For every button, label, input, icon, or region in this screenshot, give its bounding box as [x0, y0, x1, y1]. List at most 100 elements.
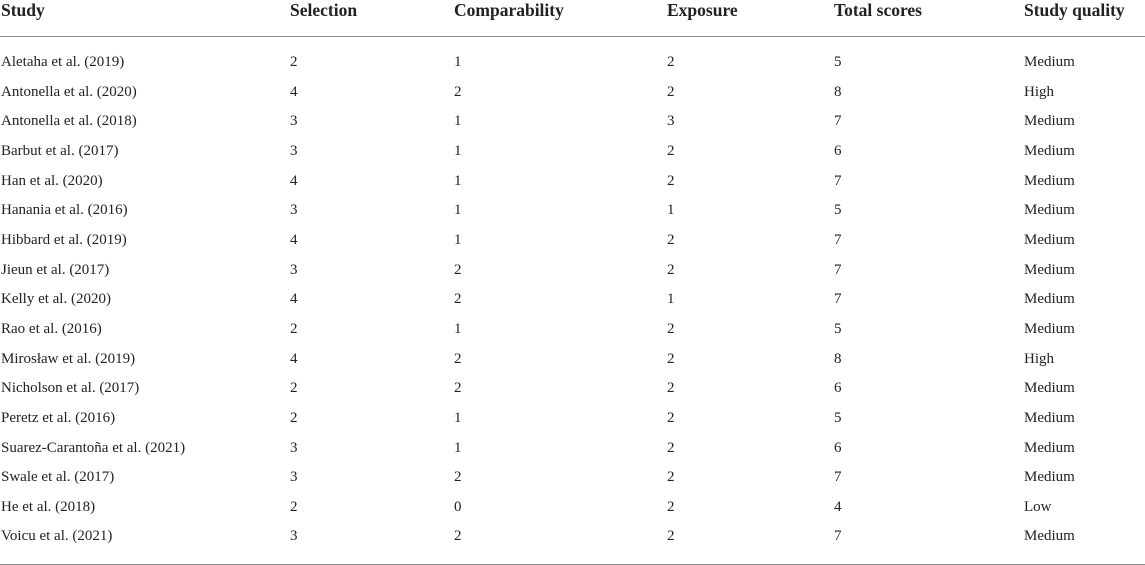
cell-selection: 2 [290, 321, 298, 338]
cell-study-quality: High [1024, 350, 1054, 367]
cell-comparability: 2 [454, 469, 462, 486]
cell-selection: 3 [290, 202, 298, 219]
cell-exposure: 2 [667, 261, 675, 278]
cell-comparability: 1 [454, 202, 462, 219]
cell-study: Kelly et al. (2020) [1, 291, 111, 308]
cell-comparability: 2 [454, 522, 667, 565]
cell-selection: 3 [290, 469, 298, 486]
cell-exposure: 2 [667, 439, 675, 456]
cell-comparability: 2 [454, 261, 462, 278]
cell-total-score: 7 [834, 261, 842, 278]
table-row: Rao et al. (2016) 2 1 2 5 Medium [0, 314, 1145, 344]
cell-exposure: 2 [667, 172, 675, 189]
cell-comparability: 2 [454, 291, 462, 308]
cell-comparability: 1 [454, 142, 462, 159]
cell-selection: 4 [290, 83, 298, 100]
cell-total-score: 7 [834, 231, 842, 248]
cell-comparability: 1 [454, 410, 462, 427]
cell-study: Mirosław et al. (2019) [1, 350, 136, 367]
cell-study-quality: Medium [1024, 410, 1075, 427]
cell-total-score: 8 [834, 350, 842, 367]
cell-study-quality: Medium [1024, 522, 1145, 565]
cell-total-score: 4 [834, 499, 842, 516]
cell-total-score: 7 [834, 291, 842, 308]
cell-selection: 3 [290, 439, 298, 456]
cell-exposure: 2 [667, 231, 675, 248]
table-row: Suarez-Carantoña et al. (2021) 3 1 2 6 Medium [0, 433, 1145, 463]
cell-total-score: 7 [834, 172, 842, 189]
cell-total-score: 5 [834, 53, 842, 70]
cell-exposure: 3 [667, 113, 675, 130]
header-exposure: Exposure [667, 0, 834, 37]
cell-comparability: 1 [454, 113, 462, 130]
cell-study: Rao et al. (2016) [1, 321, 102, 338]
header-total-scores: Total scores [834, 0, 1024, 37]
cell-study-quality: Medium [1024, 261, 1075, 278]
cell-study-quality: Medium [1024, 380, 1075, 397]
cell-study: Nicholson et al. (2017) [1, 380, 140, 397]
cell-selection: 2 [290, 380, 298, 397]
table-row: Mirosław et al. (2019) 4 2 2 8 High [0, 344, 1145, 374]
cell-total-score: 5 [834, 321, 842, 338]
cell-exposure: 2 [667, 469, 675, 486]
cell-study: Antonella et al. (2020) [1, 83, 137, 100]
cell-study: Hanania et al. (2016) [1, 202, 128, 219]
table-row: Antonella et al. (2020) 4 2 2 8 High [0, 77, 1145, 107]
table-row: Voicu et al. (2021) 3 2 2 7 Medium [0, 522, 1145, 565]
cell-selection: 2 [290, 499, 298, 516]
cell-total-score: 8 [834, 83, 842, 100]
table-body: Aletaha et al. (2019) 2 1 2 5 Medium Antonella… [0, 37, 1145, 565]
cell-total-score: 7 [834, 113, 842, 130]
cell-study: He et al. (2018) [1, 499, 96, 516]
cell-selection: 2 [290, 410, 298, 427]
cell-exposure: 2 [667, 83, 675, 100]
cell-exposure: 1 [667, 291, 675, 308]
cell-study: Hibbard et al. (2019) [1, 231, 127, 248]
cell-comparability: 0 [454, 499, 462, 516]
cell-study: Swale et al. (2017) [1, 469, 115, 486]
cell-selection: 4 [290, 231, 298, 248]
cell-study: Aletaha et al. (2019) [1, 53, 125, 70]
cell-study-quality: Medium [1024, 113, 1075, 130]
header-study: Study [0, 0, 290, 37]
cell-exposure: 2 [667, 53, 675, 70]
cell-selection: 3 [290, 261, 298, 278]
table-row: Barbut et al. (2017) 3 1 2 6 Medium [0, 136, 1145, 166]
cell-study-quality: High [1024, 83, 1054, 100]
cell-selection: 4 [290, 291, 298, 308]
table-row: Hibbard et al. (2019) 4 1 2 7 Medium [0, 225, 1145, 255]
header-row: Study Selection Comparability Exposure T… [0, 0, 1145, 37]
cell-study-quality: Medium [1024, 53, 1075, 70]
cell-selection: 4 [290, 350, 298, 367]
cell-total-score: 6 [834, 380, 842, 397]
cell-comparability: 2 [454, 380, 462, 397]
cell-exposure: 2 [667, 321, 675, 338]
table-row: Nicholson et al. (2017) 2 2 2 6 Medium [0, 374, 1145, 404]
cell-comparability: 1 [454, 172, 462, 189]
header-study-quality: Study quality [1024, 0, 1145, 37]
cell-exposure: 1 [667, 202, 675, 219]
cell-study-quality: Medium [1024, 439, 1075, 456]
cell-comparability: 1 [454, 53, 462, 70]
cell-exposure: 2 [667, 350, 675, 367]
cell-study-quality: Medium [1024, 172, 1075, 189]
cell-exposure: 2 [667, 142, 675, 159]
cell-comparability: 2 [454, 350, 462, 367]
table-row: Swale et al. (2017) 3 2 2 7 Medium [0, 463, 1145, 493]
cell-study-quality: Medium [1024, 202, 1075, 219]
cell-comparability: 1 [454, 321, 462, 338]
table-row: Antonella et al. (2018) 3 1 3 7 Medium [0, 106, 1145, 136]
cell-study-quality: Medium [1024, 291, 1075, 308]
header-comparability: Comparability [454, 0, 667, 37]
table-row: Han et al. (2020) 4 1 2 7 Medium [0, 166, 1145, 196]
cell-study: Jieun et al. (2017) [1, 261, 110, 278]
cell-total-score: 7 [834, 469, 842, 486]
cell-study-quality: Medium [1024, 231, 1075, 248]
cell-exposure: 2 [667, 380, 675, 397]
cell-exposure: 2 [667, 410, 675, 427]
cell-total-score: 5 [834, 202, 842, 219]
cell-study-quality: Medium [1024, 321, 1075, 338]
header-selection: Selection [290, 0, 454, 37]
cell-comparability: 1 [454, 439, 462, 456]
